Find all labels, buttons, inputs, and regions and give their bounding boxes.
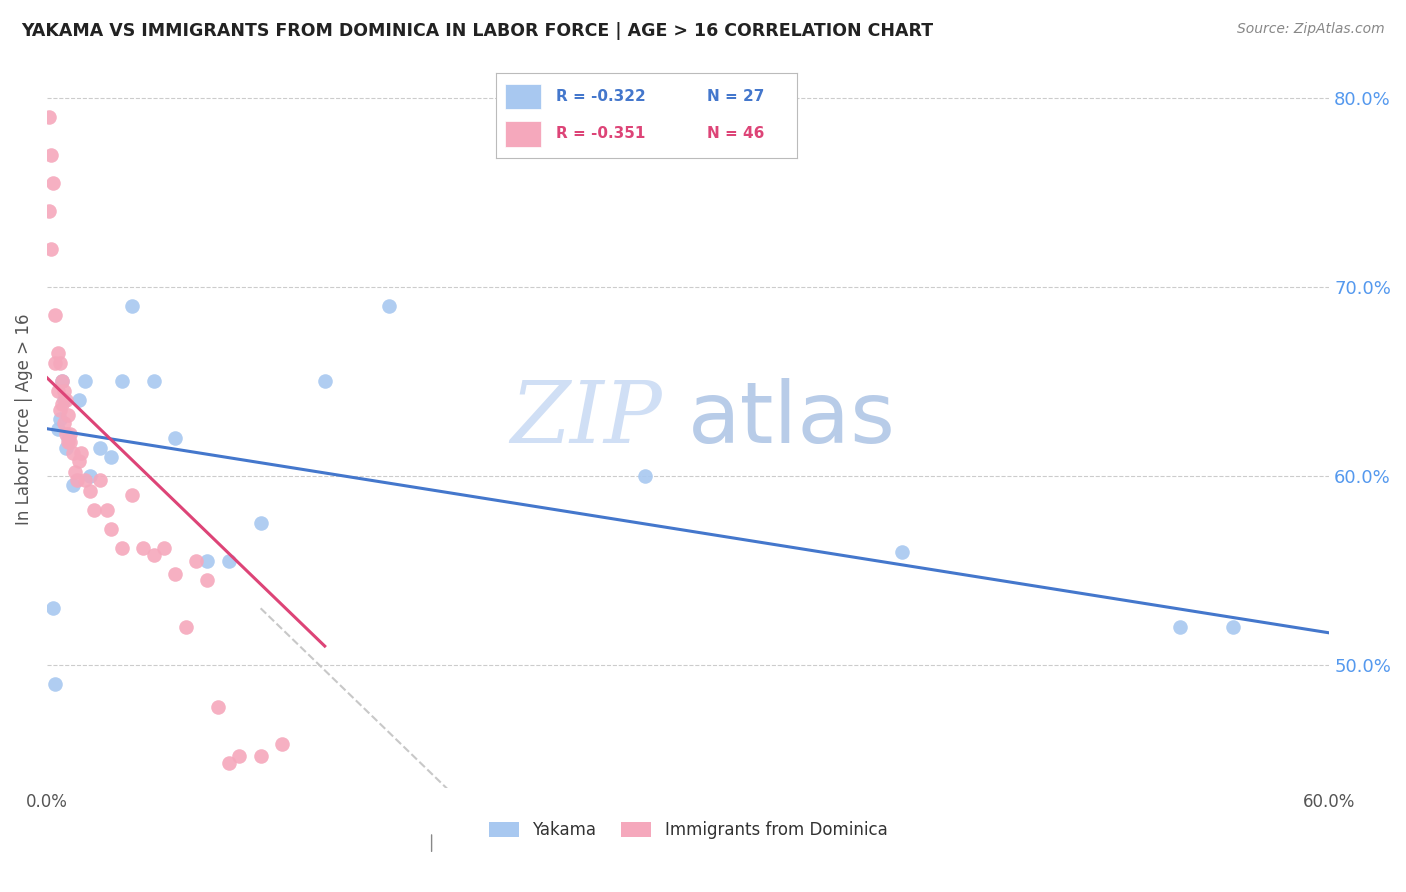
Point: [218, 756, 240, 771]
Point: [59, 434, 82, 449]
Point: [100, 450, 122, 464]
Point: [62, 446, 84, 460]
Point: [44, 308, 66, 322]
Point: [55, 427, 77, 442]
Point: [51, 397, 73, 411]
Point: [89, 441, 111, 455]
Legend: Yakama, Immigrants from Dominica: Yakama, Immigrants from Dominica: [482, 814, 894, 846]
Point: [89, 473, 111, 487]
Point: [634, 469, 657, 483]
Text: atlas: atlas: [688, 377, 896, 461]
Point: [249, 516, 271, 531]
Point: [62, 478, 84, 492]
Y-axis label: In Labor Force | Age > 16: In Labor Force | Age > 16: [15, 313, 32, 525]
Point: [228, 748, 250, 763]
Point: [111, 541, 134, 555]
Point: [53, 393, 76, 408]
Point: [142, 549, 165, 563]
Point: [58, 434, 80, 449]
Point: [48, 355, 70, 369]
Point: [153, 541, 176, 555]
Point: [55, 393, 77, 408]
Point: [111, 375, 134, 389]
Point: [70, 446, 93, 460]
Point: [174, 620, 197, 634]
Point: [96, 503, 118, 517]
Text: ZIP: ZIP: [510, 378, 662, 460]
Point: [38, 204, 60, 219]
Text: YAKAMA VS IMMIGRANTS FROM DOMINICA IN LABOR FORCE | AGE > 16 CORRELATION CHART: YAKAMA VS IMMIGRANTS FROM DOMINICA IN LA…: [21, 22, 934, 40]
Point: [100, 522, 122, 536]
Point: [48, 412, 70, 426]
Point: [75, 375, 97, 389]
Point: [38, 110, 60, 124]
Point: [314, 375, 336, 389]
Point: [207, 699, 229, 714]
Point: [46, 422, 69, 436]
Text: Source: ZipAtlas.com: Source: ZipAtlas.com: [1237, 22, 1385, 37]
Point: [46, 384, 69, 398]
Point: [58, 409, 80, 423]
Point: [48, 402, 70, 417]
Point: [44, 355, 66, 369]
Point: [890, 544, 912, 558]
Point: [67, 393, 90, 408]
Point: [165, 431, 187, 445]
Point: [186, 554, 208, 568]
Point: [121, 299, 143, 313]
Point: [121, 488, 143, 502]
Point: [75, 473, 97, 487]
Point: [165, 567, 187, 582]
Point: [271, 737, 294, 751]
Point: [63, 465, 86, 479]
Point: [44, 677, 66, 691]
Point: [39, 242, 62, 256]
Point: [79, 484, 101, 499]
Point: [53, 384, 76, 398]
Point: [79, 469, 101, 483]
Point: [42, 601, 65, 615]
Point: [55, 441, 77, 455]
Point: [59, 427, 82, 442]
Point: [46, 346, 69, 360]
Point: [58, 431, 80, 445]
Point: [132, 541, 155, 555]
Point: [51, 375, 73, 389]
Point: [218, 554, 240, 568]
Point: [1168, 620, 1191, 634]
Point: [249, 748, 271, 763]
Point: [142, 375, 165, 389]
Point: [51, 375, 73, 389]
Point: [39, 147, 62, 161]
Point: [53, 416, 76, 430]
Point: [83, 503, 105, 517]
Point: [378, 299, 401, 313]
Point: [1222, 620, 1244, 634]
Point: [42, 176, 65, 190]
Point: [195, 573, 218, 587]
Point: [66, 473, 89, 487]
Point: [195, 554, 218, 568]
Point: [67, 454, 90, 468]
